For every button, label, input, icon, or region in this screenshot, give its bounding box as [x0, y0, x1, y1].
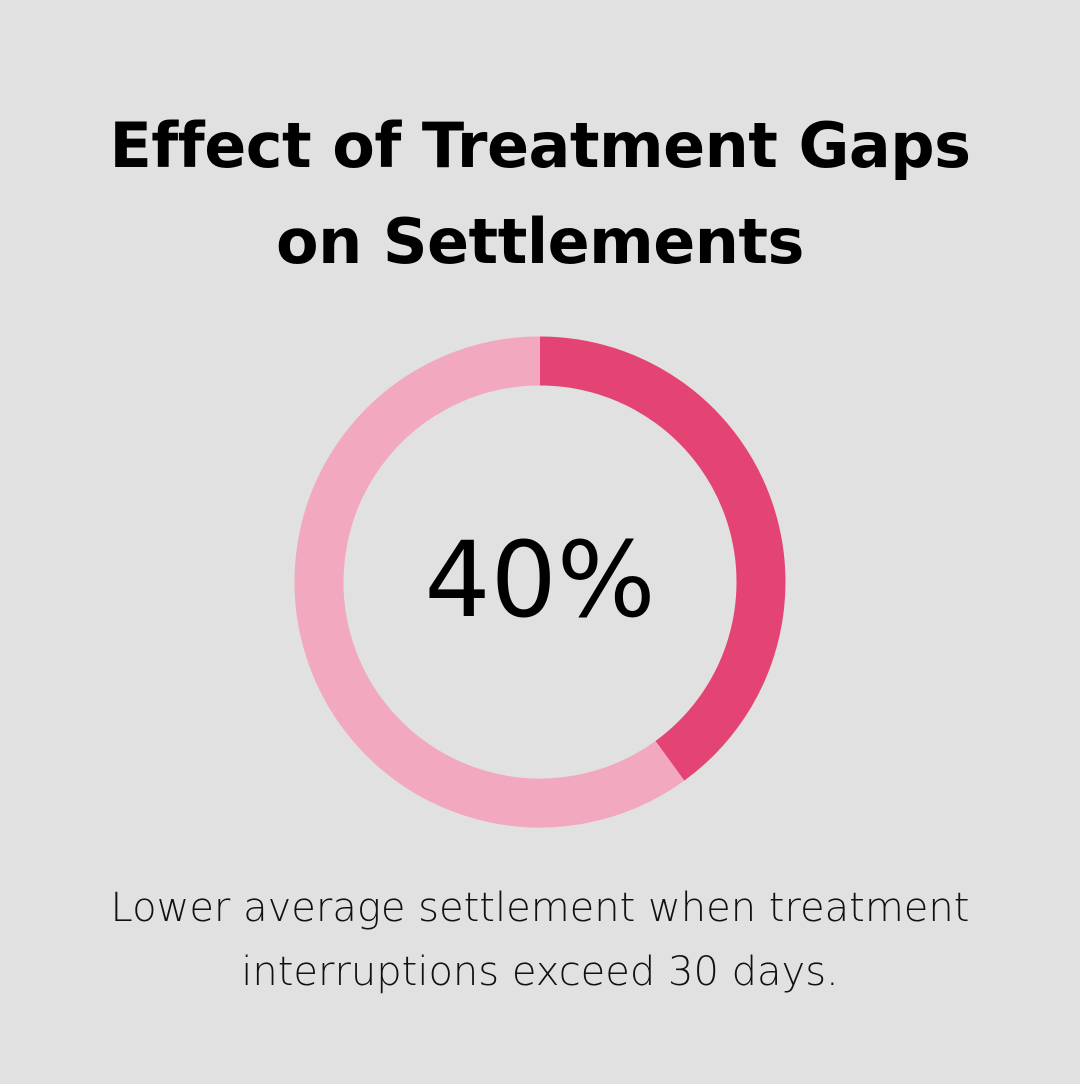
donut-chart-svg [294, 336, 786, 828]
chart-title-line-2: on Settlements [276, 205, 804, 278]
chart-title-line-1: Effect of Treatment Gaps [109, 109, 971, 182]
chart-caption-line-1: Lower average settlement when treatment [110, 885, 970, 931]
chart-caption: Lower average settlement when treatment … [40, 876, 1040, 1004]
chart-title: Effect of Treatment Gaps on Settlements [40, 98, 1040, 290]
donut-segment-highlight [539, 336, 786, 781]
chart-caption-line-2: interruptions exceed 30 days. [241, 949, 839, 995]
donut-chart [290, 332, 790, 832]
donut-center-value: 40% [424, 519, 656, 641]
donut-segment-remainder [294, 336, 685, 828]
